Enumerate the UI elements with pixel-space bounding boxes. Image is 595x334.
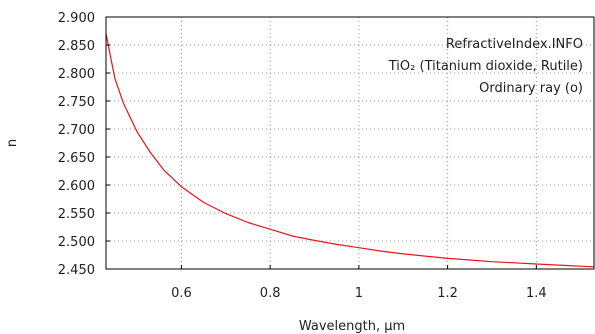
plot-frame: [105, 16, 595, 270]
x-tick-label: 1: [355, 286, 363, 301]
x-axis-label: Wavelength, µm: [299, 319, 405, 334]
series-layer: [105, 33, 595, 268]
y-tick-label: 2.600: [58, 179, 95, 194]
x-tick-label: 1.2: [437, 286, 458, 301]
x-tick-label: 1.4: [526, 286, 547, 301]
y-tick-label: 2.700: [58, 123, 95, 138]
y-tick-label: 2.650: [58, 151, 95, 166]
grid-lines: [106, 17, 594, 269]
y-tick-label: 2.750: [58, 95, 95, 110]
y-tick-label: 2.900: [58, 11, 95, 26]
annotation-source: RefractiveIndex.INFO: [446, 37, 583, 52]
y-tick-label: 2.850: [58, 39, 95, 54]
y-tick-label: 2.500: [58, 235, 95, 250]
annotations: RefractiveIndex.INFO TiO₂ (Titanium diox…: [388, 37, 583, 96]
series-line: [105, 33, 595, 268]
y-tick-label: 2.450: [58, 263, 95, 278]
axis-ticks: 0.6 0.8 1 1.2 1.4 2.450 2.500 2.550 2.600 2.650 2.…: [58, 11, 547, 301]
annotation-ray: Ordinary ray (o): [479, 81, 583, 96]
y-tick-label: 2.800: [58, 67, 95, 82]
x-tick-label: 0.8: [260, 286, 281, 301]
x-tick-label: 0.6: [171, 286, 192, 301]
y-tick-label: 2.550: [58, 207, 95, 222]
y-axis-label: n: [5, 139, 20, 147]
annotation-material: TiO₂ (Titanium dioxide, Rutile): [388, 59, 583, 74]
